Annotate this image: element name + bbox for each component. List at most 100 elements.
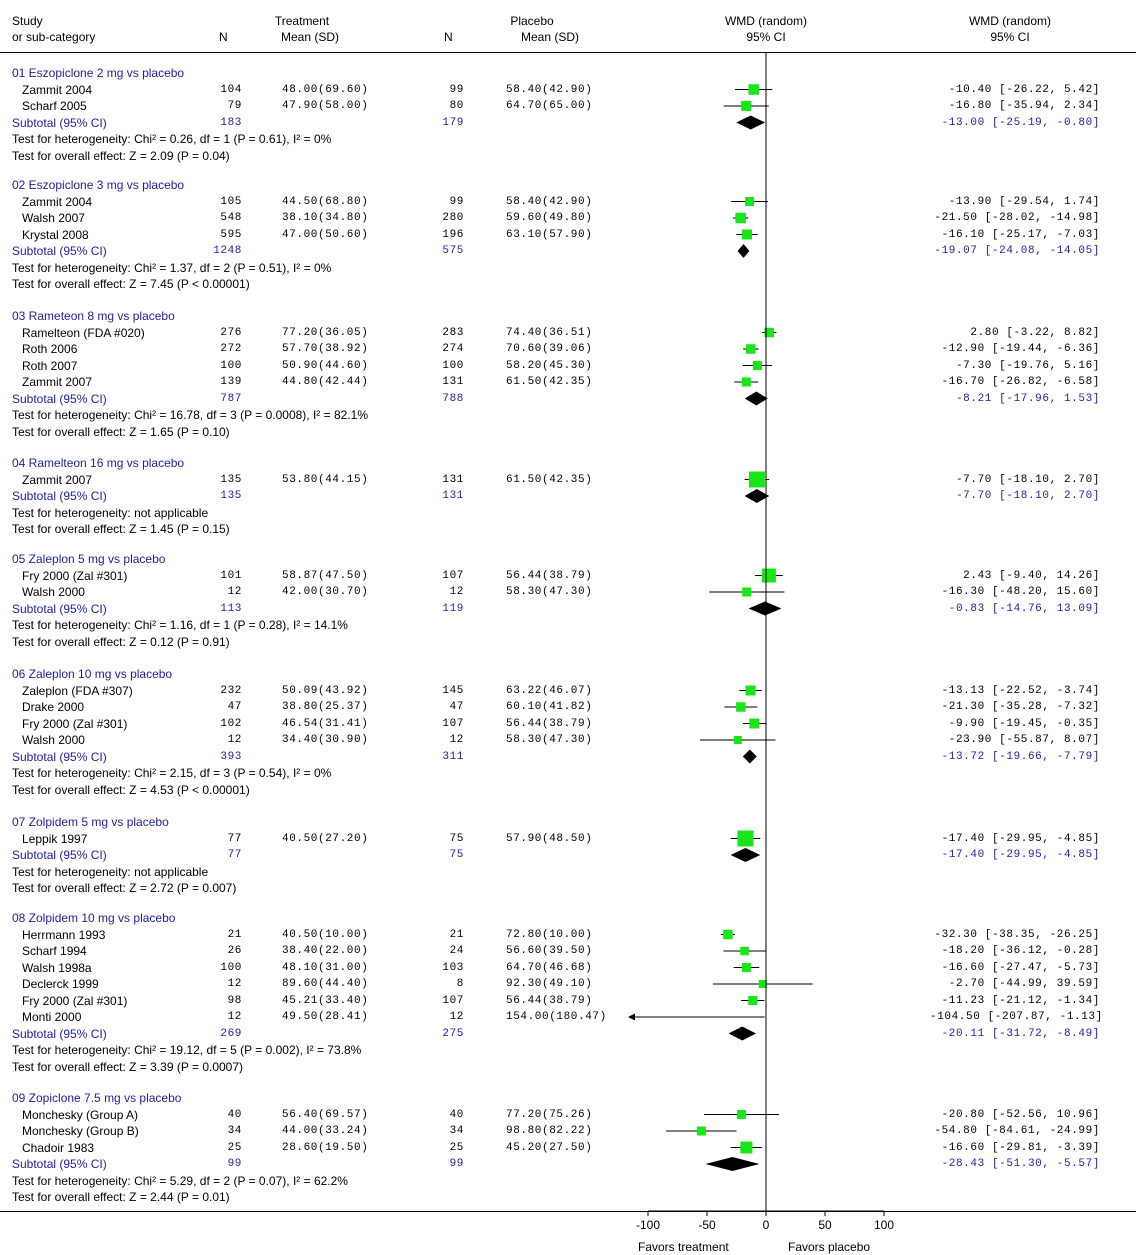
treatment-mean-sd: 53.80(44.15) — [282, 473, 369, 486]
heterogeneity-test: Test for heterogeneity: Chi² = 19.12, df… — [12, 1043, 362, 1057]
study-wmd-ci: 2.43 [-9.40, 14.26] — [963, 569, 1100, 582]
placebo-n: 25 — [449, 1141, 464, 1154]
placebo-n: 47 — [449, 701, 464, 713]
subtotal-label: Subtotal (95% CI) — [12, 1026, 107, 1041]
subtotal-placebo-n: 131 — [442, 490, 464, 502]
study-marker — [748, 471, 765, 488]
header-ci-text: 95% CI — [990, 30, 1030, 44]
study-marker — [741, 963, 751, 972]
subtotal-diamond — [705, 1157, 760, 1171]
treatment-mean-sd: 50.90(44.60) — [282, 359, 369, 372]
heterogeneity-test: Test for heterogeneity: not applicable — [12, 864, 209, 879]
subtotal-diamond — [748, 601, 782, 616]
heterogeneity-test: Test for heterogeneity: Chi² = 1.16, df … — [12, 618, 348, 632]
treatment-n: 232 — [220, 684, 242, 697]
placebo-mean-sd: 63.22(46.07) — [506, 684, 593, 697]
treatment-mean-sd: 38.40(22.00) — [282, 945, 369, 957]
placebo-n: 107 — [442, 717, 464, 730]
placebo-n: 12 — [449, 734, 464, 746]
treatment-mean-sd: 47.90(58.00) — [282, 100, 369, 112]
treatment-n: 272 — [220, 343, 242, 355]
placebo-n: 196 — [442, 228, 464, 241]
study-name: Walsh 2000 — [22, 585, 85, 599]
header-wmd-text: WMD (random) — [968, 14, 1051, 28]
study-name: Monti 2000 — [22, 1010, 82, 1024]
subtotal-placebo-n: 311 — [442, 750, 464, 763]
treatment-mean-sd: 58.87(47.50) — [282, 569, 369, 582]
subtotal-label: Subtotal (95% CI) — [12, 244, 107, 258]
subtotal-label: Subtotal (95% CI) — [12, 489, 107, 503]
study-name: Roth 2006 — [22, 342, 78, 356]
study-wmd-ci: -7.70 [-18.10, 2.70] — [955, 473, 1100, 486]
subtotal-diamond — [736, 115, 766, 130]
study-marker — [740, 1141, 753, 1154]
group-title: 02 Eszopiclone 3 mg vs placebo — [12, 178, 185, 192]
header-wmd-plot: WMD (random) — [724, 14, 807, 28]
study-name: Zaleplon (FDA #307) — [22, 683, 133, 698]
header-placebo: Placebo — [510, 14, 554, 28]
placebo-n: 100 — [442, 359, 464, 372]
heterogeneity-test: Test for heterogeneity: Chi² = 16.78, df… — [12, 408, 368, 422]
group-title: 09 Zopiclone 7.5 mg vs placebo — [12, 1091, 182, 1105]
study-marker — [741, 101, 752, 111]
treatment-mean-sd: 38.80(25.37) — [282, 701, 369, 713]
treatment-mean-sd: 89.60(44.40) — [282, 978, 369, 990]
ci-arrow — [628, 1013, 635, 1021]
study-marker — [758, 980, 767, 988]
treatment-mean-sd: 44.80(42.44) — [282, 376, 369, 388]
study-name: Chadoir 1983 — [22, 1140, 95, 1155]
study-name: Fry 2000 (Zal #301) — [22, 716, 128, 731]
group-title: 08 Zolpidem 10 mg vs placebo — [12, 911, 176, 925]
study-wmd-ci: 2.80 [-3.22, 8.82] — [970, 326, 1100, 339]
treatment-n: 40 — [227, 1108, 242, 1121]
placebo-mean-sd: 56.44(38.79) — [506, 994, 593, 1007]
subtotal-wmd-ci: -13.00 [-25.19, -0.80] — [941, 116, 1100, 129]
heterogeneity-test: Test for heterogeneity: Chi² = 2.15, df … — [12, 766, 332, 780]
overall-effect-test: Test for overall effect: Z = 1.65 (P = 0… — [12, 424, 230, 439]
study-marker — [749, 718, 760, 729]
treatment-mean-sd: 48.10(31.00) — [282, 961, 369, 974]
overall-effect-test: Test for overall effect: Z = 4.53 (P < 0… — [12, 782, 250, 797]
favors-treatment-label: Favors treatment — [638, 1240, 729, 1254]
study-name: Scharf 2005 — [22, 99, 87, 113]
study-name: Zammit 2004 — [22, 82, 93, 97]
subtotal-wmd-ci: -19.07 [-24.08, -14.05] — [934, 245, 1100, 257]
study-marker — [748, 84, 759, 95]
study-marker — [742, 587, 752, 597]
treatment-mean-sd: 46.54(31.41) — [282, 717, 369, 730]
placebo-mean-sd: 58.30(47.30) — [506, 734, 593, 746]
placebo-n: 40 — [449, 1108, 464, 1121]
subtotal-treatment-n: 113 — [220, 602, 242, 615]
treatment-mean-sd: 56.40(69.57) — [282, 1108, 369, 1121]
study-name: Monchesky (Group A) — [22, 1107, 139, 1122]
header-divider — [0, 52, 1136, 53]
treatment-mean-sd: 42.00(30.70) — [282, 586, 369, 598]
subtotal-label: Subtotal (95% CI) — [12, 601, 107, 616]
subtotal-label: Subtotal (95% CI) — [12, 1157, 107, 1171]
subtotal-label: Subtotal (95% CI) — [12, 848, 107, 862]
study-name: Walsh 2007 — [22, 211, 85, 225]
placebo-mean-sd: 61.50(42.35) — [506, 473, 593, 486]
subtotal-diamond — [737, 244, 750, 258]
placebo-mean-sd: 60.10(41.82) — [506, 701, 593, 713]
treatment-n: 79 — [227, 100, 242, 112]
treatment-n: 102 — [220, 717, 242, 730]
treatment-mean-sd: 49.50(28.41) — [282, 1011, 369, 1023]
placebo-mean-sd: 74.40(36.51) — [506, 326, 593, 339]
subtotal-placebo-n: 99 — [449, 1158, 464, 1170]
header-study: Study — [12, 14, 43, 28]
placebo-mean-sd: 58.40(42.90) — [506, 83, 593, 96]
study-wmd-ci: -13.13 [-22.52, -3.74] — [941, 684, 1100, 697]
study-name: Ramelteon (FDA #020) — [22, 325, 145, 340]
study-wmd-ci: -23.90 [-55.87, 8.07] — [948, 734, 1100, 746]
treatment-n: 104 — [220, 83, 242, 96]
treatment-n: 98 — [227, 994, 242, 1007]
placebo-mean-sd: 63.10(57.90) — [506, 228, 593, 241]
overall-effect-test: Test for overall effect: Z = 2.09 (P = 0… — [12, 148, 230, 163]
placebo-mean-sd: 58.20(45.30) — [506, 359, 593, 372]
placebo-n: 274 — [442, 343, 464, 355]
subtotal-label: Subtotal (95% CI) — [12, 115, 107, 130]
treatment-n: 26 — [227, 945, 242, 957]
study-wmd-ci: -32.30 [-38.35, -26.25] — [934, 928, 1100, 941]
